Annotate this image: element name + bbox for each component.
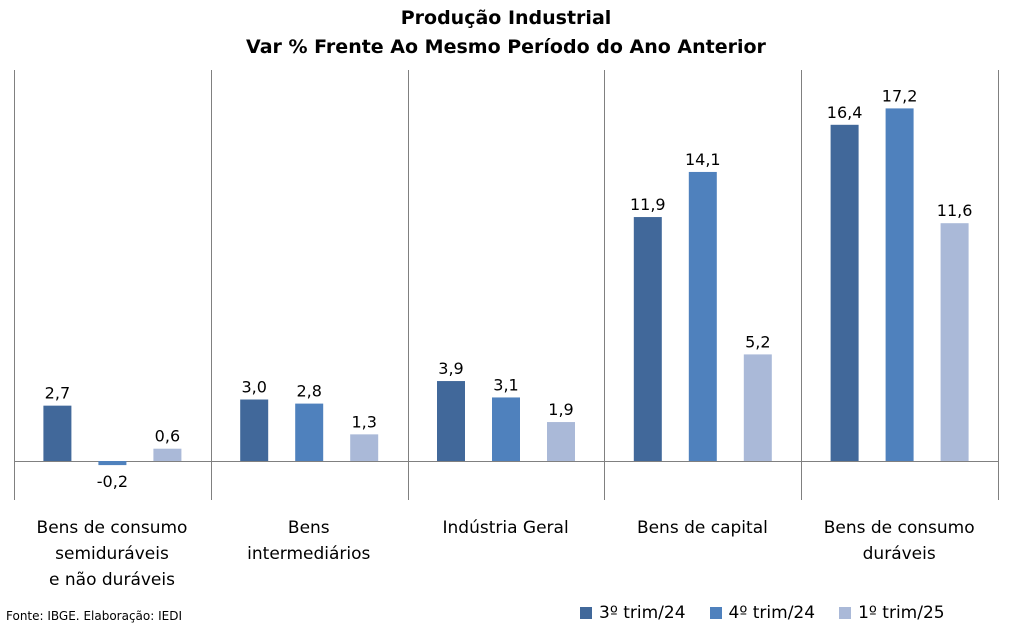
bar-series0-cat0 [43, 405, 72, 461]
bar-series1-cat0 [98, 461, 127, 466]
bar-series2-cat4 [940, 223, 969, 461]
category-label-0: Bens de consumo semiduráveis e não duráv… [36, 518, 188, 590]
data-label-series0-cat2: 3,9 [438, 359, 463, 378]
data-labels-group: 2,7 3,0 3,9 11,9 16,4 -0,2 2,8 3,1 14,1 17,2 0,6 1,… [45, 86, 973, 491]
chart-title-block: Produção Industrial Var % Frente Ao Mesm… [0, 4, 1012, 62]
chart-subtitle: Var % Frente Ao Mesmo Período do Ano Ant… [246, 36, 766, 58]
category-label-1: Bens intermediários [247, 518, 371, 564]
legend-swatch-1 [709, 607, 722, 619]
category-label-2: Indústria Geral [442, 518, 569, 538]
chart-title: Produção Industrial [400, 7, 612, 29]
legend-label-2: 1º trim/25 [858, 603, 945, 623]
bar-series2-cat0 [153, 448, 182, 461]
source-note: Fonte: IBGE. Elaboração: IEDI [6, 609, 183, 623]
bar-series2-cat3 [743, 354, 772, 461]
legend-item-1: 4º trim/24 [709, 603, 816, 623]
bar-series0-cat1 [240, 399, 269, 461]
bar-series0-cat2 [437, 381, 465, 461]
data-label-series2-cat4: 11,6 [937, 201, 973, 220]
data-label-series0-cat3: 11,9 [630, 195, 666, 214]
data-label-series1-cat2: 3,1 [493, 375, 518, 394]
data-label-series0-cat1: 3,0 [241, 378, 266, 397]
data-label-series1-cat3: 14,1 [685, 150, 721, 169]
legend-swatch-0 [580, 607, 592, 619]
data-label-series2-cat3: 5,2 [745, 332, 770, 351]
legend-label-0: 3º trim/24 [599, 603, 686, 623]
bar-series1-cat1 [295, 403, 324, 461]
bar-series1-cat2 [492, 397, 520, 461]
bar-series0-cat4 [830, 124, 859, 462]
bar-series1-cat4 [885, 108, 914, 462]
data-label-series1-cat4: 17,2 [882, 86, 918, 105]
legend: 3º trim/24 4º trim/24 1º trim/25 [580, 603, 945, 623]
data-label-series2-cat0: 0,6 [155, 427, 180, 446]
chart-frame [14, 70, 999, 500]
category-label-4: Bens de consumo duráveis [823, 518, 975, 564]
legend-item-2: 1º trim/25 [839, 603, 945, 623]
data-label-series0-cat0: 2,7 [45, 384, 70, 403]
legend-swatch-2 [839, 607, 852, 619]
data-label-series1-cat0: -0,2 [97, 472, 128, 491]
bar-series0-cat3 [633, 217, 662, 461]
data-label-series2-cat2: 1,9 [548, 400, 573, 419]
legend-label-1: 4º trim/24 [728, 603, 816, 623]
data-label-series2-cat1: 1,3 [351, 412, 376, 431]
data-label-series1-cat1: 2,8 [296, 382, 321, 401]
bar-series1-cat3 [688, 171, 717, 461]
legend-item-0: 3º trim/24 [580, 603, 686, 623]
bar-series2-cat1 [350, 434, 379, 461]
data-label-series0-cat4: 16,4 [827, 103, 863, 122]
category-label-3: Bens de capital [636, 518, 768, 538]
bars-group [43, 108, 969, 466]
bar-series2-cat2 [547, 422, 575, 461]
